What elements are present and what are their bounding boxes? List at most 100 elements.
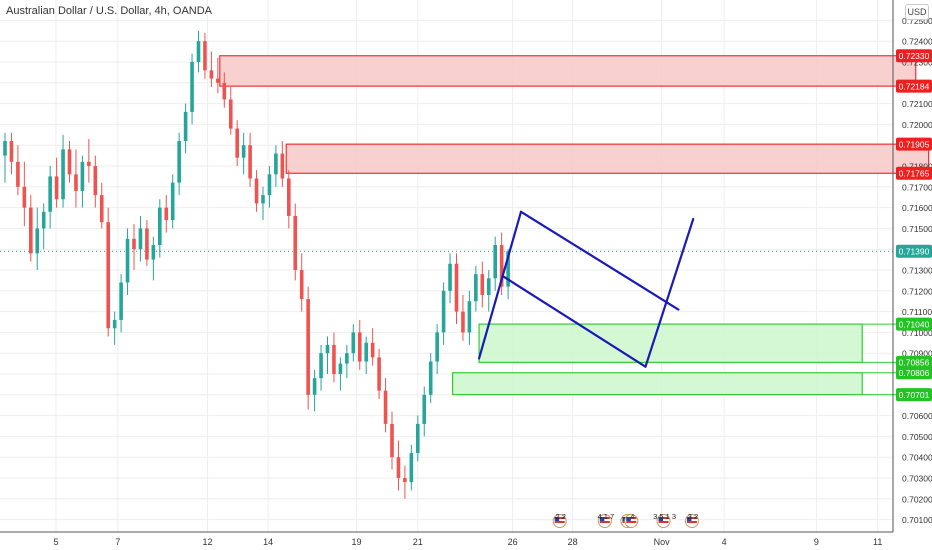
zone-price-tag: 0.70701 — [899, 390, 930, 400]
candle-down — [216, 78, 220, 83]
candle-up — [158, 207, 162, 246]
y-tick-label: 0.70500 — [902, 432, 932, 442]
candle-down — [254, 178, 259, 204]
x-tick-label: 4 — [722, 537, 727, 547]
pattern-line[interactable] — [519, 210, 680, 311]
y-tick-label: 0.71800 — [902, 162, 932, 172]
candle-up — [448, 263, 452, 291]
x-tick-label: 26 — [508, 537, 518, 547]
candle-up — [48, 176, 52, 212]
candle-down — [499, 245, 504, 287]
event-flag-icon[interactable]: 2 2 — [552, 512, 567, 528]
y-tick-label: 0.70300 — [902, 474, 932, 484]
candle-up — [474, 274, 478, 302]
candle-down — [209, 70, 214, 79]
event-count-label: 3 2 — [688, 512, 698, 521]
zone-price-tag: 0.71040 — [899, 319, 930, 329]
support-zone[interactable] — [478, 323, 863, 363]
flag-stripe — [626, 517, 637, 519]
y-tick-label: 0.70600 — [902, 411, 932, 421]
zones[interactable] — [219, 55, 930, 396]
candle-down — [16, 161, 20, 187]
candle-up — [41, 211, 46, 229]
candle-down — [67, 149, 72, 175]
candle-up — [261, 195, 265, 204]
candle-up — [183, 111, 188, 142]
candle-up — [422, 394, 427, 424]
resistance-zone[interactable] — [219, 55, 917, 87]
y-tick-label: 0.71200 — [902, 286, 932, 296]
event-flag-icon[interactable]: 4 1 7 — [598, 512, 615, 528]
x-tick-label: 14 — [263, 537, 273, 547]
event-flag-icon[interactable]: 3 2 — [684, 512, 699, 528]
y-tick-label: 0.72000 — [902, 120, 932, 130]
candle-up — [351, 332, 356, 354]
candle-up — [364, 342, 368, 362]
candle-up — [428, 361, 433, 395]
pattern-line[interactable] — [644, 217, 695, 368]
candle-up — [241, 145, 246, 158]
candle-down — [93, 166, 98, 196]
candle-down — [332, 344, 336, 374]
candle-down — [54, 176, 59, 200]
candle-up — [3, 141, 7, 156]
event-flag-icon[interactable]: 4 — [624, 512, 639, 528]
zone-price-tag: 0.70856 — [899, 358, 930, 368]
zone-price-tag: 0.70806 — [899, 368, 930, 378]
candle-down — [287, 178, 291, 216]
x-tick-label: 5 — [53, 537, 58, 547]
y-tick-label: 0.72300 — [902, 58, 932, 68]
candle-down — [164, 207, 169, 221]
candle-down — [29, 207, 33, 254]
candle-up — [138, 228, 143, 250]
candle-down — [235, 128, 239, 158]
candle-up — [325, 344, 330, 354]
x-tick-label: 19 — [352, 537, 362, 547]
event-count-label: 3 5 1 3 — [653, 512, 676, 521]
candle-up — [409, 453, 414, 483]
zone-price-tag-bg — [896, 49, 932, 63]
candle-up — [125, 238, 130, 283]
x-tick-label: 12 — [203, 537, 213, 547]
x-tick-label: 9 — [814, 537, 819, 547]
candle-down — [22, 186, 27, 208]
candle-down — [228, 99, 233, 129]
candles — [3, 30, 510, 499]
candle-down — [222, 82, 227, 100]
y-tick-label: 0.71100 — [902, 307, 932, 317]
candle-up — [435, 332, 439, 362]
zone-price-tag-bg — [896, 137, 932, 151]
flag-canton — [626, 517, 631, 521]
candle-up — [467, 301, 472, 333]
pattern-line[interactable] — [501, 275, 647, 368]
y-tick-label: 0.72500 — [902, 16, 932, 26]
resistance-zone[interactable] — [285, 143, 930, 174]
currency-badge[interactable]: USD — [905, 4, 929, 20]
chart-title: Australian Dollar / U.S. Dollar, 4h, OAN… — [6, 5, 213, 17]
candle-up — [416, 423, 420, 454]
event-markers[interactable]: 2 2 4 1 7 4 3 5 1 3 3 2 — [552, 512, 699, 528]
candle-up — [80, 161, 85, 191]
zone-price-tag-bg — [896, 366, 932, 380]
y-tick-label: 0.71000 — [902, 328, 932, 338]
candle-up — [493, 245, 497, 279]
candle-up — [112, 319, 117, 329]
x-tick-label: 7 — [115, 537, 120, 547]
zone-price-tag: 0.72184 — [899, 81, 930, 91]
candle-down — [293, 215, 298, 270]
pattern-line[interactable] — [477, 210, 523, 360]
price-labels: 0.72330 0.72184 0.71905 0.71765 0.71040 0.708… — [896, 49, 932, 402]
candle-down — [480, 274, 485, 295]
flag-stripe — [658, 521, 669, 523]
candle-down — [280, 153, 285, 179]
candle-up — [274, 153, 278, 175]
pattern-lines[interactable] — [477, 210, 695, 368]
last-price-tag: 0.71390 — [899, 246, 930, 256]
support-zone[interactable] — [452, 372, 863, 396]
candle-up — [190, 62, 194, 112]
candle-up — [151, 245, 156, 260]
flag-stripe — [686, 521, 697, 523]
event-flag-icon[interactable]: 3 5 1 3 — [653, 512, 676, 528]
x-tick-label: Nov — [654, 537, 671, 547]
